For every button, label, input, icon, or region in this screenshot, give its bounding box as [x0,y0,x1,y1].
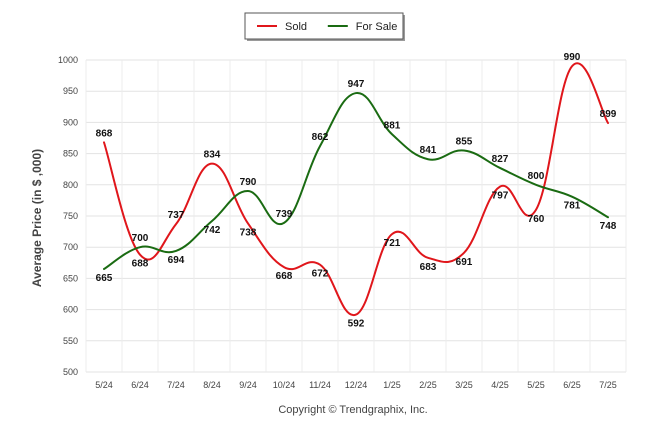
for-sale-data-label: 742 [204,225,221,236]
y-tick-label: 600 [63,305,78,315]
y-tick-label: 900 [63,117,78,127]
sold-data-label: 868 [96,128,113,139]
x-tick-label: 7/24 [167,380,185,390]
for-sale-data-label: 881 [384,120,401,131]
legend: Sold For Sale [244,12,405,41]
x-tick-label: 6/25 [563,380,581,390]
x-tick-label: 5/25 [527,380,545,390]
grid-lines [85,59,627,373]
for-sale-data-label: 947 [348,79,365,90]
y-tick-label: 700 [63,242,78,252]
sold-data-label: 683 [420,262,437,273]
y-tick-label: 500 [63,367,78,377]
data-labels: 868 688 737 834 738 668 672 592 721 683 691 797 760 9… [96,52,617,329]
series-lines [103,62,609,316]
x-tick-label: 8/24 [203,380,221,390]
y-tick-label: 800 [63,180,78,190]
sold-series-line [103,62,609,316]
y-tick-label: 750 [63,211,78,221]
for-sale-data-label: 855 [456,136,473,147]
x-tick-label: 5/24 [95,380,113,390]
x-tick-label: 4/25 [491,380,509,390]
sold-data-label: 797 [492,191,509,202]
for-sale-data-label: 700 [132,233,149,244]
x-tick-label: 2/25 [419,380,437,390]
x-tick-label: 11/24 [309,380,331,390]
y-tick-label: 550 [63,336,78,346]
x-tick-label: 1/25 [383,380,401,390]
for-sale-data-label: 781 [564,201,581,212]
y-tick-label: 1000 [58,55,78,65]
y-tick-label: 650 [63,273,78,283]
sold-data-label: 738 [240,227,257,238]
x-tick-label: 12/24 [345,380,368,390]
x-tick-label: 3/25 [455,380,473,390]
for-sale-data-label: 800 [528,171,545,182]
x-tick-label: 9/24 [239,380,257,390]
y-tick-label: 950 [63,86,78,96]
sold-data-label: 760 [528,214,545,225]
sold-data-label: 688 [132,259,149,270]
sold-data-label: 834 [204,150,221,161]
for-sale-data-label: 665 [96,273,113,284]
sold-data-label: 592 [348,319,365,330]
sold-data-label: 721 [384,238,401,249]
y-tick-label: 850 [63,149,78,159]
x-tick-label: 6/24 [131,380,149,390]
for-sale-data-label: 790 [240,177,257,188]
for-sale-data-label: 694 [168,255,185,266]
for-sale-series-line [103,92,609,271]
axes: 500 550 600 650 700 750 800 850 900 950 1000 5/24 6/… [58,55,617,390]
sold-data-label: 990 [564,52,581,63]
y-axis-title: Average Price (in $ ,000) [30,149,44,287]
sold-data-label: 672 [312,269,329,280]
x-tick-label: 7/25 [599,380,617,390]
x-tick-label: 10/24 [273,380,296,390]
for-sale-data-label: 862 [312,132,329,143]
copyright-text: Copyright © Trendgraphix, Inc. [278,404,427,416]
sold-data-label: 668 [276,271,293,282]
for-sale-data-label: 841 [420,145,437,156]
sold-data-label: 691 [456,257,473,268]
for-sale-data-label: 739 [276,209,293,220]
for-sale-legend-label: For Sale [356,21,398,33]
sold-data-label: 737 [168,210,185,221]
sold-data-label: 899 [600,109,617,120]
for-sale-data-label: 827 [492,154,509,165]
sold-legend-label: Sold [285,21,307,33]
for-sale-data-label: 748 [600,221,617,232]
